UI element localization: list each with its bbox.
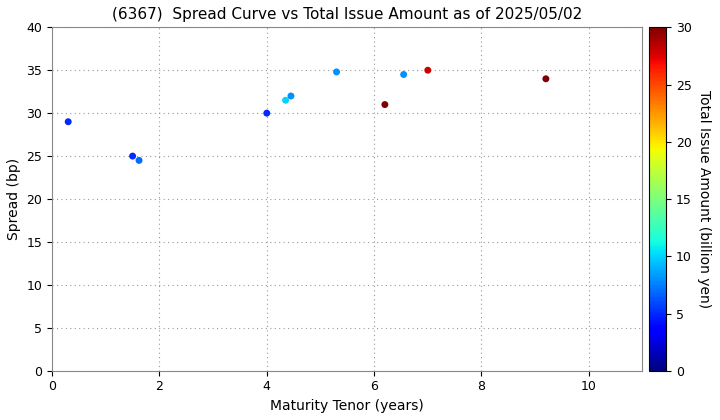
Y-axis label: Total Issue Amount (billion yen): Total Issue Amount (billion yen) [697, 90, 711, 308]
Title: (6367)  Spread Curve vs Total Issue Amount as of 2025/05/02: (6367) Spread Curve vs Total Issue Amoun… [112, 7, 582, 22]
Y-axis label: Spread (bp): Spread (bp) [7, 158, 21, 240]
Point [285, 93, 297, 100]
Point [379, 101, 391, 108]
Point [280, 97, 292, 104]
Point [127, 153, 138, 160]
X-axis label: Maturity Tenor (years): Maturity Tenor (years) [271, 399, 424, 413]
Point [398, 71, 410, 78]
Point [63, 118, 74, 125]
Point [133, 157, 145, 164]
Point [540, 76, 552, 82]
Point [261, 110, 273, 116]
Point [330, 68, 342, 75]
Point [422, 67, 433, 74]
